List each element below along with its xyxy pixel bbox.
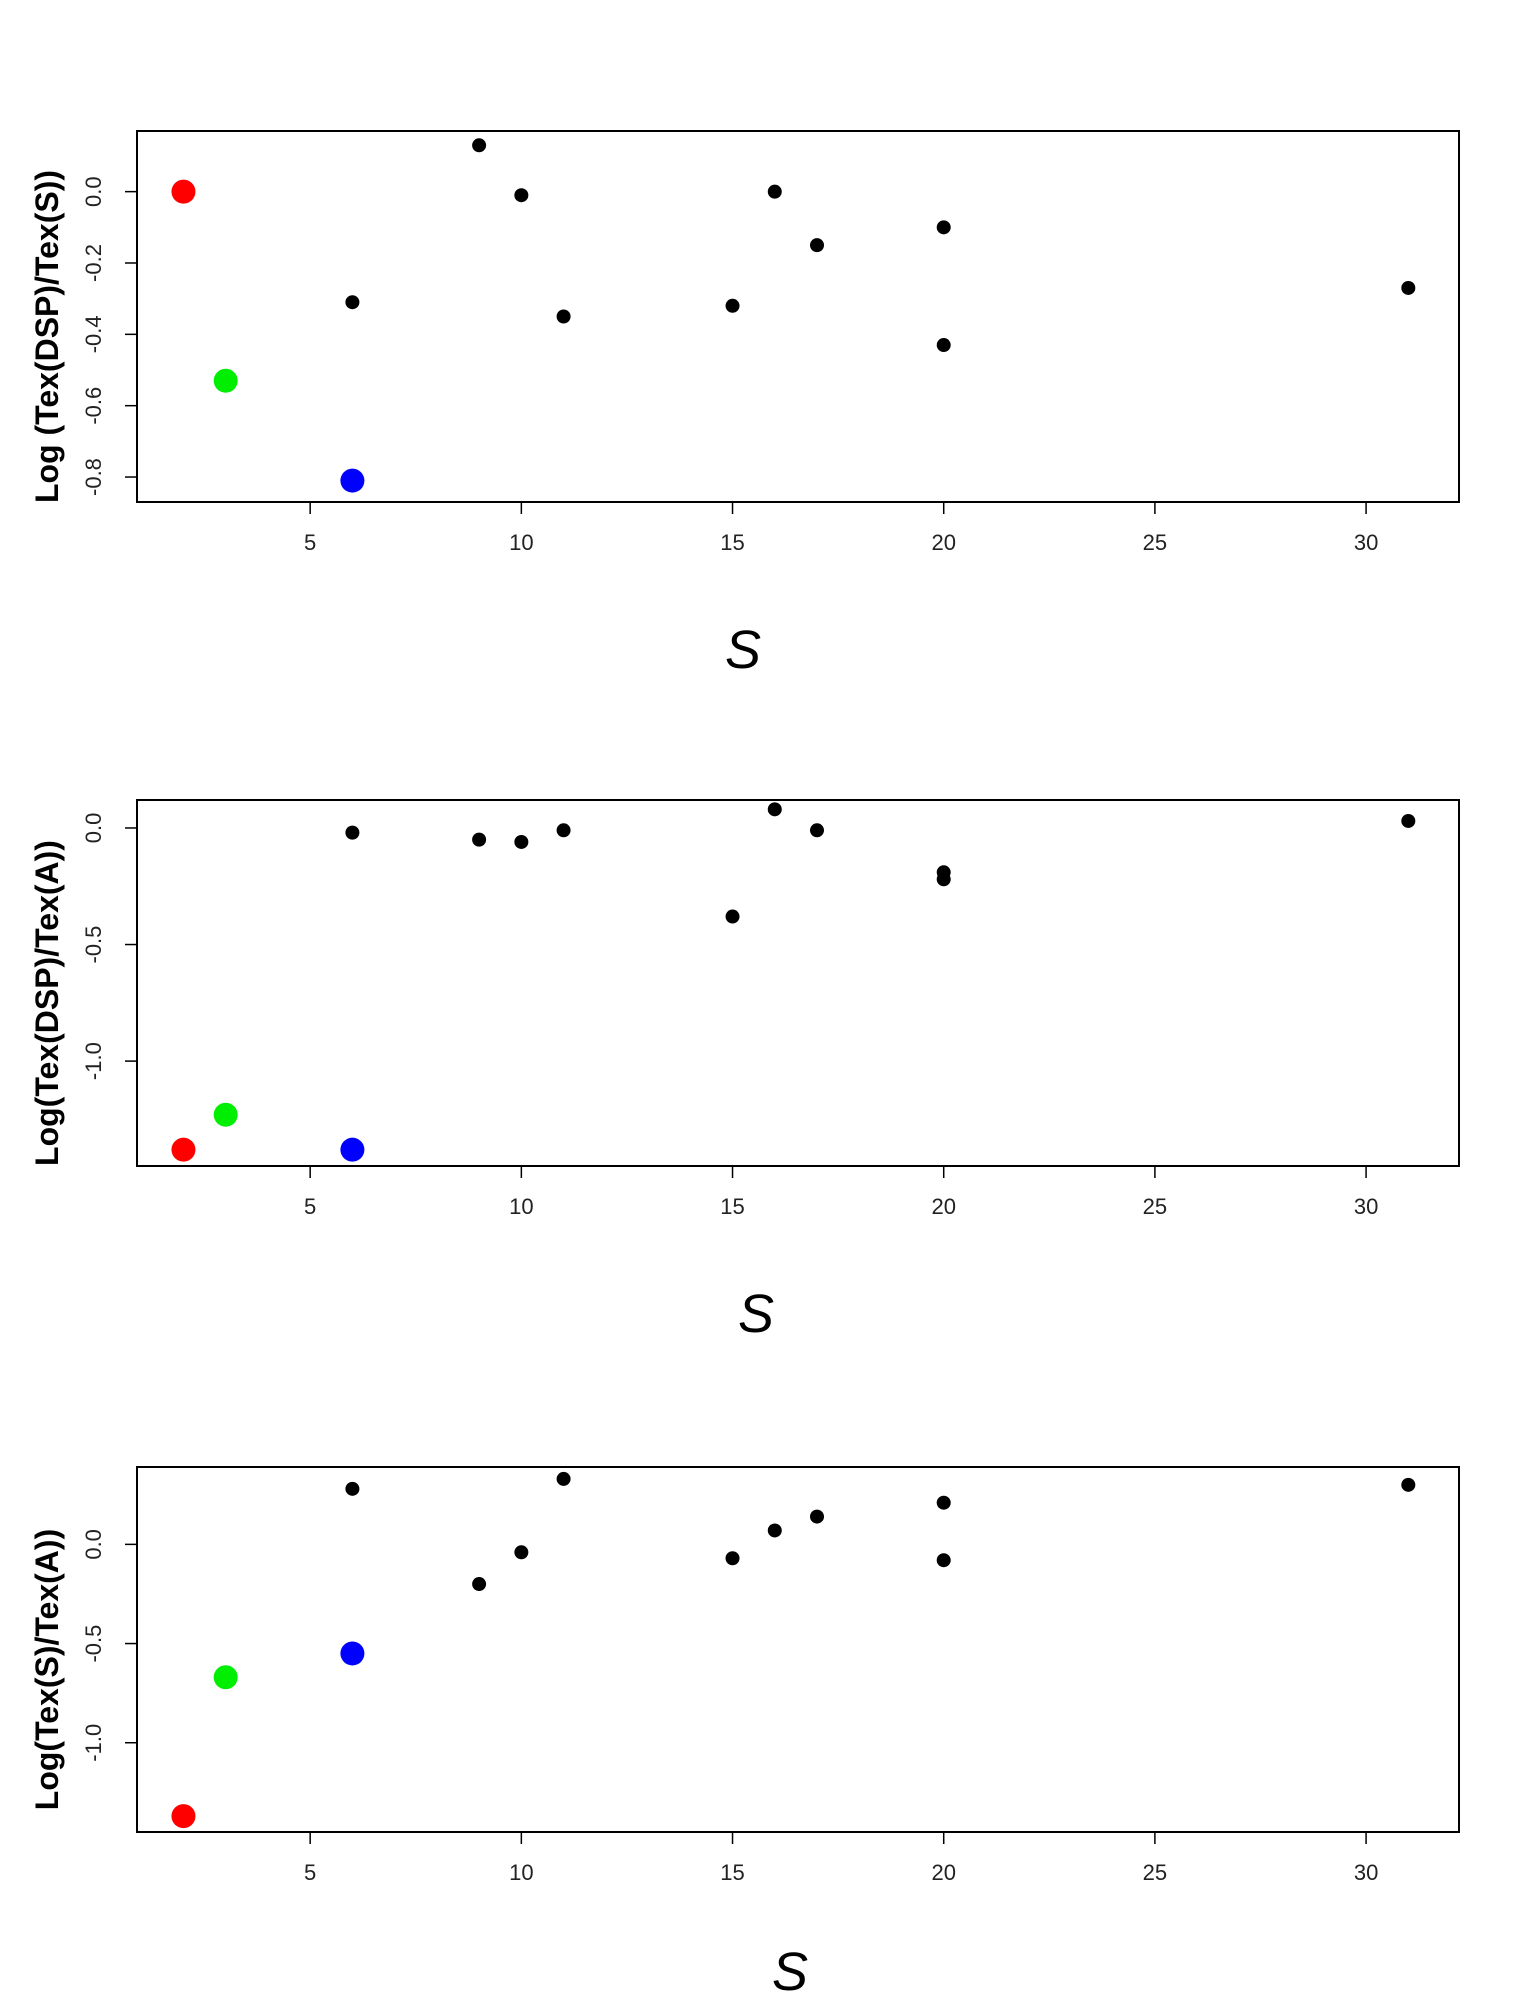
y-tick-label: -0.2: [81, 244, 106, 282]
y-tick-label: -0.5: [81, 1625, 106, 1663]
data-point: [810, 823, 825, 838]
y-tick-label: -1.0: [81, 1042, 106, 1080]
y-axis-label: Log(Tex(DSP)/Tex(A)): [29, 840, 65, 1166]
data-point: [936, 872, 951, 887]
data-point: [725, 909, 740, 924]
panel-middle: 5 10 15 20 25 30 0.0 -0.5 -1.0 Log(Tex(DSP)/Tex(A…: [29, 799, 1460, 1344]
y-tick-label: 0.0: [81, 813, 106, 844]
data-point: [1401, 813, 1416, 828]
highlight-point: [171, 179, 196, 204]
panel-top: 5 10 15 20 25 30 0.0 -0.2 -0.4 -0.6 -0.8 Log (Tex(D…: [29, 130, 1460, 680]
x-tick-label: 15: [720, 1194, 744, 1219]
x-tick-label: 10: [509, 530, 533, 555]
x-tick-label: 5: [304, 1860, 316, 1885]
data-point: [514, 834, 529, 849]
x-tick-label: 10: [509, 1194, 533, 1219]
plot-frame: [136, 130, 1460, 503]
data-point: [345, 1481, 360, 1496]
data-point: [514, 188, 529, 203]
x-tick-label: 15: [720, 530, 744, 555]
data-point: [345, 825, 360, 840]
data-point: [936, 1553, 951, 1568]
y-tick-label: -0.4: [81, 315, 106, 353]
x-tick-label: 10: [509, 1860, 533, 1885]
data-point: [1401, 280, 1416, 295]
x-tick-label: 5: [304, 530, 316, 555]
x-tick-label: 20: [931, 530, 955, 555]
highlight-point: [340, 468, 365, 493]
data-point: [472, 138, 487, 153]
x-axis-label: S: [738, 1284, 774, 1344]
x-tick-label: 25: [1143, 530, 1167, 555]
data-point: [556, 309, 571, 324]
highlight-point: [213, 1102, 238, 1127]
data-point: [1401, 1477, 1416, 1492]
y-tick-label: -0.6: [81, 387, 106, 425]
data-point: [810, 1509, 825, 1524]
data-point: [472, 832, 487, 847]
data-point: [725, 1551, 740, 1566]
highlight-point: [213, 1665, 238, 1690]
data-point: [936, 1495, 951, 1510]
x-axis-label: S: [725, 620, 761, 680]
x-tick-label: 15: [720, 1860, 744, 1885]
y-axis-label: Log(Tex(S)/Tex(A)): [29, 1529, 65, 1810]
panel-bottom: 5 10 15 20 25 30 0.0 -0.5 -1.0 Log(Tex(S)/Tex(A))…: [29, 1466, 1460, 2000]
x-tick-label: 25: [1143, 1194, 1167, 1219]
y-tick-label: 0.0: [81, 1529, 106, 1560]
data-point: [936, 338, 951, 353]
y-tick-label: -1.0: [81, 1724, 106, 1762]
y-axis-label: Log (Tex(DSP)/Tex(S)): [29, 170, 65, 503]
data-point: [345, 295, 360, 310]
x-axis-label: S: [772, 1942, 808, 2000]
x-tick-label: 20: [931, 1860, 955, 1885]
x-tick-label: 25: [1143, 1860, 1167, 1885]
data-point: [556, 823, 571, 838]
data-point: [767, 184, 782, 199]
data-point: [725, 298, 740, 313]
x-tick-label: 30: [1354, 530, 1378, 555]
x-tick-label: 30: [1354, 1194, 1378, 1219]
y-tick-label: 0.0: [81, 176, 106, 207]
data-point: [472, 1577, 487, 1592]
x-tick-label: 20: [931, 1194, 955, 1219]
highlight-point: [340, 1641, 365, 1666]
data-point: [767, 1523, 782, 1538]
data-point: [556, 1471, 571, 1486]
data-point: [936, 220, 951, 235]
highlight-point: [213, 368, 238, 393]
highlight-point: [171, 1804, 196, 1829]
y-tick-label: -0.8: [81, 458, 106, 496]
highlight-point: [340, 1137, 365, 1162]
x-tick-label: 5: [304, 1194, 316, 1219]
highlight-point: [171, 1137, 196, 1162]
plot-frame: [136, 799, 1460, 1167]
x-tick-label: 30: [1354, 1860, 1378, 1885]
y-tick-label: -0.5: [81, 926, 106, 964]
data-point: [810, 238, 825, 253]
data-point: [767, 802, 782, 817]
data-point: [514, 1545, 529, 1560]
plot-frame: [136, 1466, 1460, 1833]
